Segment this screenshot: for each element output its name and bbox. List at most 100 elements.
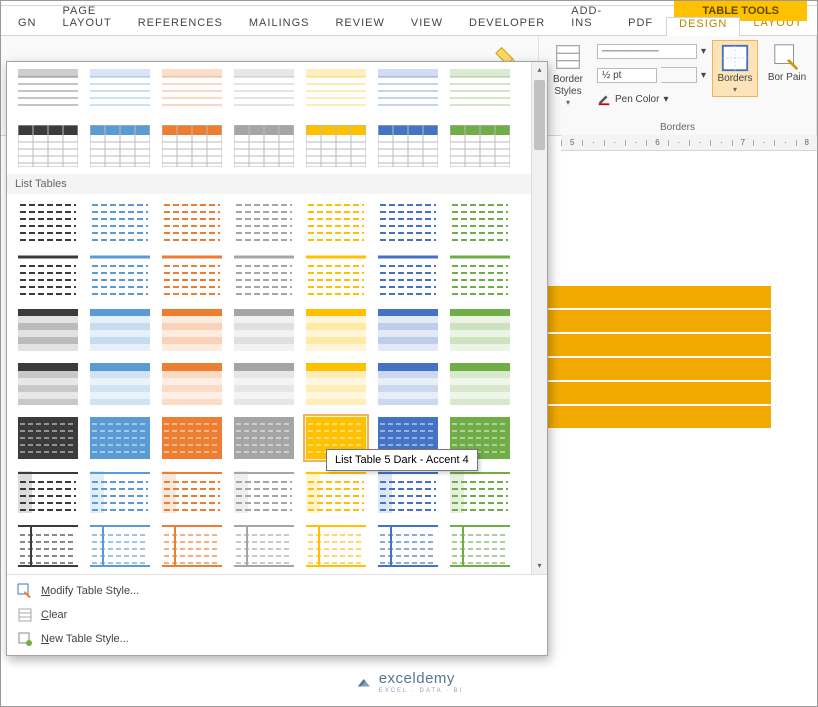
table-style-thumb[interactable]: [447, 122, 513, 170]
modify-table-style[interactable]: Modify Table Style...: [7, 579, 547, 603]
table-style-thumb[interactable]: [15, 414, 81, 462]
border-painter-button[interactable]: Bor Pain: [764, 40, 810, 86]
table-style-thumb[interactable]: [231, 66, 297, 114]
table-style-thumb[interactable]: [87, 468, 153, 516]
table-style-thumb[interactable]: [159, 468, 225, 516]
table-style-thumb[interactable]: [87, 522, 153, 570]
table-style-thumb[interactable]: [375, 360, 441, 408]
table-style-thumb[interactable]: [375, 468, 441, 516]
tab-mailings[interactable]: MAILINGS: [236, 16, 323, 35]
table-style-thumb[interactable]: [87, 252, 153, 300]
table-style-thumb[interactable]: [303, 306, 369, 354]
chevron-down-icon: ▾: [663, 94, 668, 105]
gallery-list-tables: [7, 194, 531, 574]
group-label-borders: Borders: [545, 120, 810, 133]
table-style-thumb[interactable]: [303, 252, 369, 300]
table-style-thumb[interactable]: [87, 414, 153, 462]
table-style-thumb[interactable]: [87, 66, 153, 114]
table-style-thumb[interactable]: [447, 252, 513, 300]
tab-review[interactable]: REVIEW: [322, 16, 397, 35]
table-style-thumb[interactable]: [87, 122, 153, 170]
table-style-thumb[interactable]: [447, 522, 513, 570]
line-style-select[interactable]: ──────── ▾: [597, 40, 706, 62]
borders-button[interactable]: Borders ▾: [712, 40, 758, 97]
table-style-thumb[interactable]: [303, 122, 369, 170]
table-style-thumb[interactable]: [231, 522, 297, 570]
table-style-thumb[interactable]: [231, 360, 297, 408]
table-style-thumb[interactable]: [303, 522, 369, 570]
ruler: 5···6···7··8: [561, 135, 817, 151]
table-style-thumb[interactable]: [15, 198, 81, 246]
table-style-thumb[interactable]: [231, 468, 297, 516]
table-style-thumb[interactable]: [231, 252, 297, 300]
table-style-thumb[interactable]: [15, 252, 81, 300]
line-weight-select[interactable]: ½ pt ▾: [597, 64, 706, 86]
table-style-thumb[interactable]: [15, 306, 81, 354]
border-painter-icon: [772, 42, 802, 72]
new-table-style[interactable]: New Table Style...: [7, 627, 547, 651]
table-style-thumb[interactable]: [231, 306, 297, 354]
table-style-thumb[interactable]: [159, 66, 225, 114]
table-style-thumb[interactable]: [159, 360, 225, 408]
table-style-thumb[interactable]: [15, 122, 81, 170]
gallery-section-header: List Tables: [7, 174, 547, 194]
table-style-thumb[interactable]: [231, 122, 297, 170]
gallery-top-row: [7, 62, 531, 118]
pen-color-button[interactable]: Pen Color ▾: [597, 88, 706, 110]
table-style-thumb[interactable]: [87, 360, 153, 408]
table-style-thumb[interactable]: [375, 522, 441, 570]
border-styles-button[interactable]: Border Styles ▾: [545, 40, 591, 109]
table-style-thumb[interactable]: [15, 522, 81, 570]
tab-design[interactable]: DESIGN: [666, 17, 740, 36]
table-style-thumb[interactable]: [303, 198, 369, 246]
table-style-thumb[interactable]: [159, 122, 225, 170]
chevron-down-icon: ▾: [566, 98, 570, 107]
watermark-text: exceldemy: [379, 670, 455, 687]
tab-gn[interactable]: GN: [5, 16, 50, 35]
modify-label: Modify Table Style...: [41, 585, 139, 597]
tab-references[interactable]: REFERENCES: [125, 16, 236, 35]
table-style-thumb[interactable]: [87, 306, 153, 354]
table-style-thumb[interactable]: [375, 122, 441, 170]
watermark-icon: [355, 673, 373, 691]
scroll-thumb[interactable]: [534, 80, 545, 150]
tab-add-ins[interactable]: ADD-INS: [558, 4, 615, 35]
clear-table-style[interactable]: Clear: [7, 603, 547, 627]
table-style-thumb[interactable]: [87, 198, 153, 246]
table-style-thumb[interactable]: [375, 306, 441, 354]
table-style-thumb[interactable]: [159, 198, 225, 246]
tab-view[interactable]: VIEW: [398, 16, 456, 35]
table-style-thumb[interactable]: [303, 468, 369, 516]
table-style-thumb[interactable]: [231, 198, 297, 246]
watermark-sub: EXCEL · DATA · BI: [379, 688, 464, 694]
table-style-thumb[interactable]: [15, 360, 81, 408]
scroll-down-icon[interactable]: ▾: [532, 558, 547, 574]
table-style-thumb[interactable]: [303, 360, 369, 408]
table-style-thumb[interactable]: [159, 522, 225, 570]
watermark: exceldemy EXCEL · DATA · BI: [355, 670, 464, 694]
scroll-up-icon[interactable]: ▴: [532, 62, 547, 78]
tab-pdf[interactable]: PDF: [615, 16, 666, 35]
table-style-thumb[interactable]: [375, 252, 441, 300]
tab-developer[interactable]: DEVELOPER: [456, 16, 558, 35]
tab-page-layout[interactable]: PAGE LAYOUT: [50, 4, 125, 35]
gallery-scrollbar[interactable]: ▴ ▾: [531, 62, 547, 574]
table-style-thumb[interactable]: [447, 66, 513, 114]
table-style-thumb[interactable]: [447, 360, 513, 408]
table-style-thumb[interactable]: [303, 66, 369, 114]
table-style-thumb[interactable]: [159, 414, 225, 462]
chevron-down-icon: ▾: [701, 70, 706, 81]
table-style-thumb[interactable]: [159, 306, 225, 354]
clear-label: Clear: [41, 609, 67, 621]
table-style-thumb[interactable]: [15, 468, 81, 516]
table-style-thumb[interactable]: [375, 198, 441, 246]
table-style-thumb[interactable]: [447, 306, 513, 354]
style-tooltip: List Table 5 Dark - Accent 4: [326, 449, 478, 471]
table-row: [541, 334, 771, 358]
table-style-thumb[interactable]: [447, 198, 513, 246]
table-style-thumb[interactable]: [375, 66, 441, 114]
table-style-thumb[interactable]: [447, 468, 513, 516]
table-style-thumb[interactable]: [159, 252, 225, 300]
table-style-thumb[interactable]: [231, 414, 297, 462]
table-style-thumb[interactable]: [15, 66, 81, 114]
